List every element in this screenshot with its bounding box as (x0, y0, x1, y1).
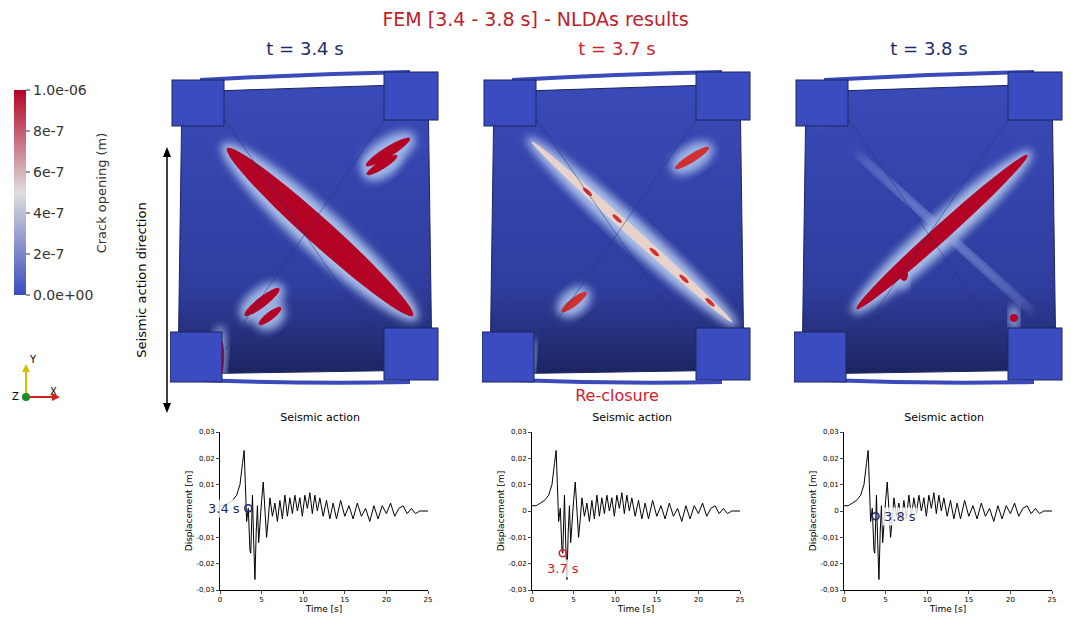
svg-text:5: 5 (883, 596, 887, 604)
svg-text:-0,03: -0,03 (508, 586, 526, 594)
svg-text:-0,01: -0,01 (820, 534, 838, 542)
svg-text:6e-7: 6e-7 (33, 164, 64, 180)
svg-text:Displacement [m]: Displacement [m] (184, 471, 194, 552)
svg-text:-0,03: -0,03 (820, 586, 838, 594)
svg-text:0,01: 0,01 (823, 481, 839, 489)
svg-text:Displacement [m]: Displacement [m] (808, 471, 818, 552)
svg-text:-0,02: -0,02 (820, 560, 838, 568)
svg-text:25: 25 (424, 596, 433, 604)
html-text:FEM [3.4 - 3.8 s] - NLDAs resu: FEM [3.4 - 3.8 s] - NLDAs results (382, 8, 689, 30)
svg-text:Time [s]: Time [s] (929, 604, 967, 614)
svg-text:25: 25 (736, 596, 745, 604)
svg-text:20: 20 (382, 596, 391, 604)
svg-text:0: 0 (842, 596, 846, 604)
svg-text:1.0e-06: 1.0e-06 (33, 82, 87, 98)
html-text:t = 3.7 s: t = 3.7 s (578, 38, 656, 59)
html-text:Re-closure: Re-closure (575, 386, 659, 405)
svg-text:5: 5 (259, 596, 263, 604)
svg-text:3.8 s: 3.8 s (884, 509, 916, 524)
svg-text:0: 0 (522, 507, 526, 515)
svg-text:0: 0 (834, 507, 838, 515)
svg-text:-0,03: -0,03 (196, 586, 214, 594)
html-text:Seismic action direction: Seismic action direction (134, 202, 149, 358)
svg-text:X: X (50, 386, 57, 397)
svg-text:Seismic action: Seismic action (592, 411, 672, 424)
svg-text:2e-7: 2e-7 (33, 246, 64, 262)
svg-text:Displacement [m]: Displacement [m] (496, 471, 506, 552)
svg-text:0: 0 (218, 596, 222, 604)
svg-text:0: 0 (210, 507, 214, 515)
svg-text:10: 10 (299, 596, 308, 604)
svg-text:0,02: 0,02 (199, 455, 215, 463)
html-text:t = 3.8 s: t = 3.8 s (890, 38, 968, 59)
svg-text:0,03: 0,03 (823, 428, 839, 436)
svg-text:25: 25 (1048, 596, 1057, 604)
svg-text:Seismic action: Seismic action (904, 411, 984, 424)
svg-text:15: 15 (340, 596, 349, 604)
svg-text:-0,01: -0,01 (508, 534, 526, 542)
svg-text:Time [s]: Time [s] (305, 604, 343, 614)
svg-text:0,03: 0,03 (199, 428, 215, 436)
svg-text:Y: Y (29, 354, 37, 365)
svg-text:8e-7: 8e-7 (33, 123, 64, 139)
svg-text:15: 15 (964, 596, 973, 604)
svg-text:0,01: 0,01 (199, 481, 215, 489)
svg-text:3.4 s: 3.4 s (208, 501, 240, 516)
svg-text:-0,01: -0,01 (196, 534, 214, 542)
svg-text:3.7 s: 3.7 s (547, 561, 579, 576)
svg-text:10: 10 (923, 596, 932, 604)
svg-text:0.0e+00: 0.0e+00 (33, 287, 93, 303)
svg-text:0,01: 0,01 (511, 481, 527, 489)
svg-text:20: 20 (694, 596, 703, 604)
svg-text:4e-7: 4e-7 (33, 205, 64, 221)
html-text:t = 3.4 s: t = 3.4 s (266, 38, 344, 59)
svg-text:5: 5 (571, 596, 575, 604)
svg-text:Z: Z (12, 391, 19, 402)
svg-text:15: 15 (652, 596, 661, 604)
svg-text:Seismic action: Seismic action (280, 411, 360, 424)
svg-text:0,02: 0,02 (823, 455, 839, 463)
svg-text:20: 20 (1006, 596, 1015, 604)
svg-text:-0,02: -0,02 (508, 560, 526, 568)
html-text:Crack opening (m): Crack opening (m) (94, 132, 109, 253)
svg-text:0,03: 0,03 (511, 428, 527, 436)
svg-text:0,02: 0,02 (511, 455, 527, 463)
svg-text:-0,02: -0,02 (196, 560, 214, 568)
svg-text:0: 0 (530, 596, 534, 604)
svg-text:Time [s]: Time [s] (617, 604, 655, 614)
svg-text:10: 10 (611, 596, 620, 604)
